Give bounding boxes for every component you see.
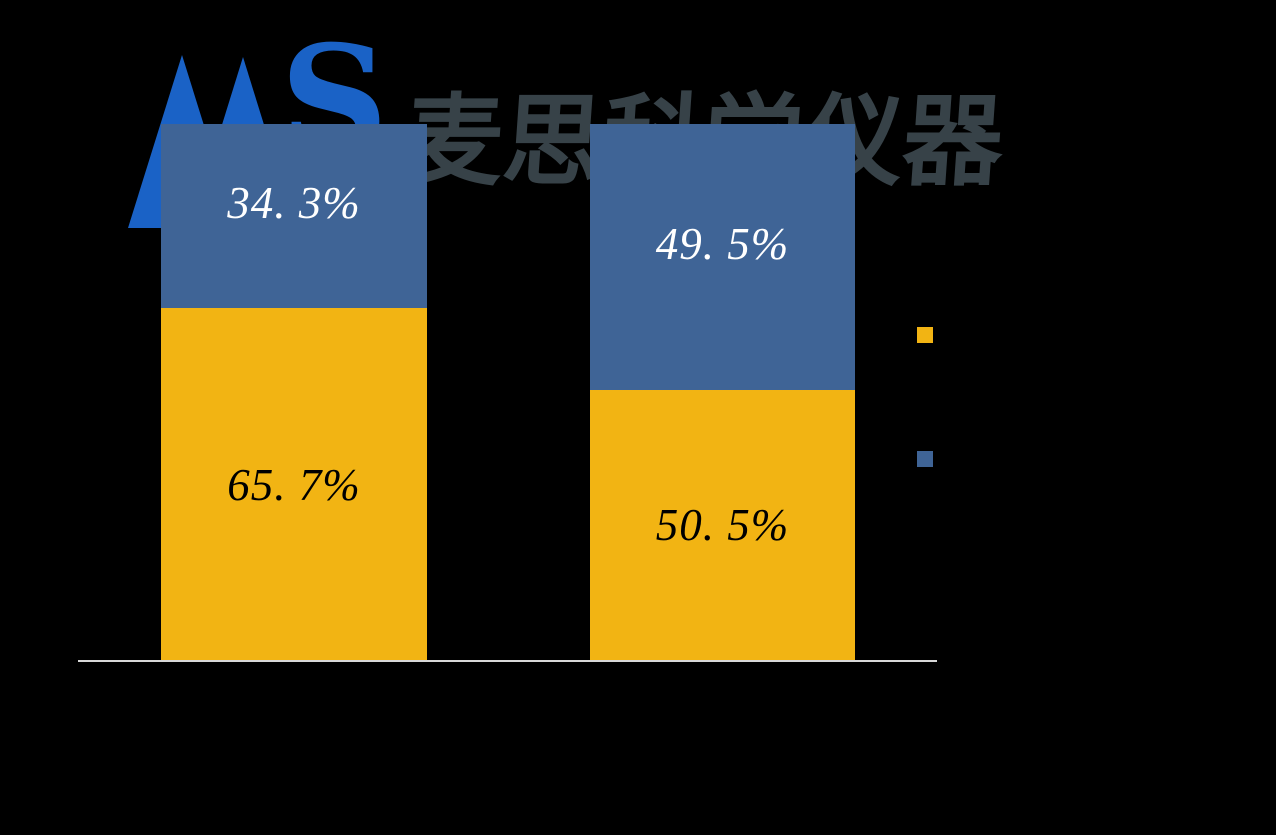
bar1-gold-segment: 65. 7% xyxy=(161,308,427,661)
bar-category-1: 34. 3% 65. 7% xyxy=(161,124,427,661)
x-axis-baseline xyxy=(78,660,937,662)
bar2-gold-segment: 50. 5% xyxy=(590,389,855,661)
data-label-bar1-gold: 65. 7% xyxy=(227,459,361,510)
data-label-bar2-blue: 49. 5% xyxy=(655,218,790,269)
bar-category-2: 49. 5% 50. 5% xyxy=(590,124,855,661)
bar1-blue-segment: 34. 3% xyxy=(161,124,427,309)
legend-swatch-blue xyxy=(917,451,933,467)
bar2-blue-segment: 49. 5% xyxy=(590,124,855,390)
legend-swatch-gold xyxy=(917,327,933,343)
data-label-bar1-blue: 34. 3% xyxy=(227,178,361,229)
data-label-bar2-gold: 50. 5% xyxy=(655,500,790,551)
